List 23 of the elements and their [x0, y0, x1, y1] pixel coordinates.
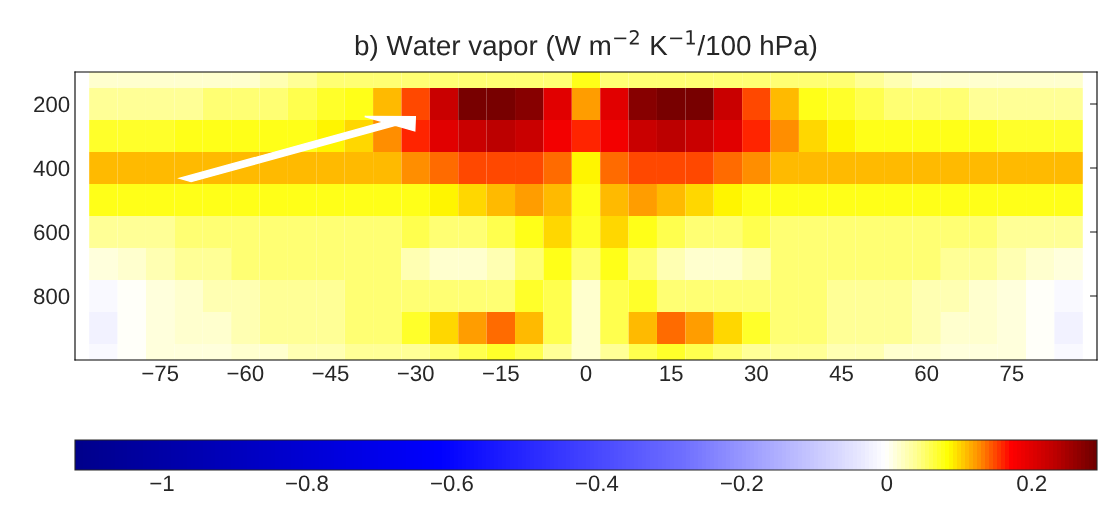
y-tick-label: 600 — [34, 224, 70, 241]
x-tick-label: −45 — [312, 365, 349, 382]
x-tick-label: −15 — [483, 365, 519, 382]
x-tick-label: 45 — [829, 365, 853, 382]
color-bar-label: −0.8 — [286, 475, 328, 492]
x-tick-label: −30 — [397, 365, 434, 382]
y-tick-label: 200 — [34, 96, 70, 113]
y-tick-label: 400 — [33, 160, 70, 177]
color-bar-label: −0.4 — [576, 475, 619, 492]
color-bar-label: −1 — [150, 475, 174, 491]
color-bar-label: 0.2 — [1017, 475, 1047, 492]
x-tick-label: 30 — [744, 365, 768, 382]
x-tick-label: −75 — [142, 365, 179, 382]
color-bar-label: −0.2 — [721, 475, 763, 492]
x-tick-label: −60 — [227, 365, 264, 382]
color-bar-label: −0.6 — [431, 475, 473, 492]
x-tick-label: 60 — [915, 365, 939, 382]
x-tick-label: 15 — [660, 365, 683, 382]
x-tick-label: 75 — [1000, 365, 1024, 382]
chart-title: b) Water vapor (W m$^{−2}$ K$^{−1}$/100 hPa) — [355, 30, 817, 61]
color-bar-label: 0 — [881, 475, 893, 492]
x-tick-label: 0 — [580, 365, 592, 382]
y-tick-label: 800 — [34, 288, 70, 305]
